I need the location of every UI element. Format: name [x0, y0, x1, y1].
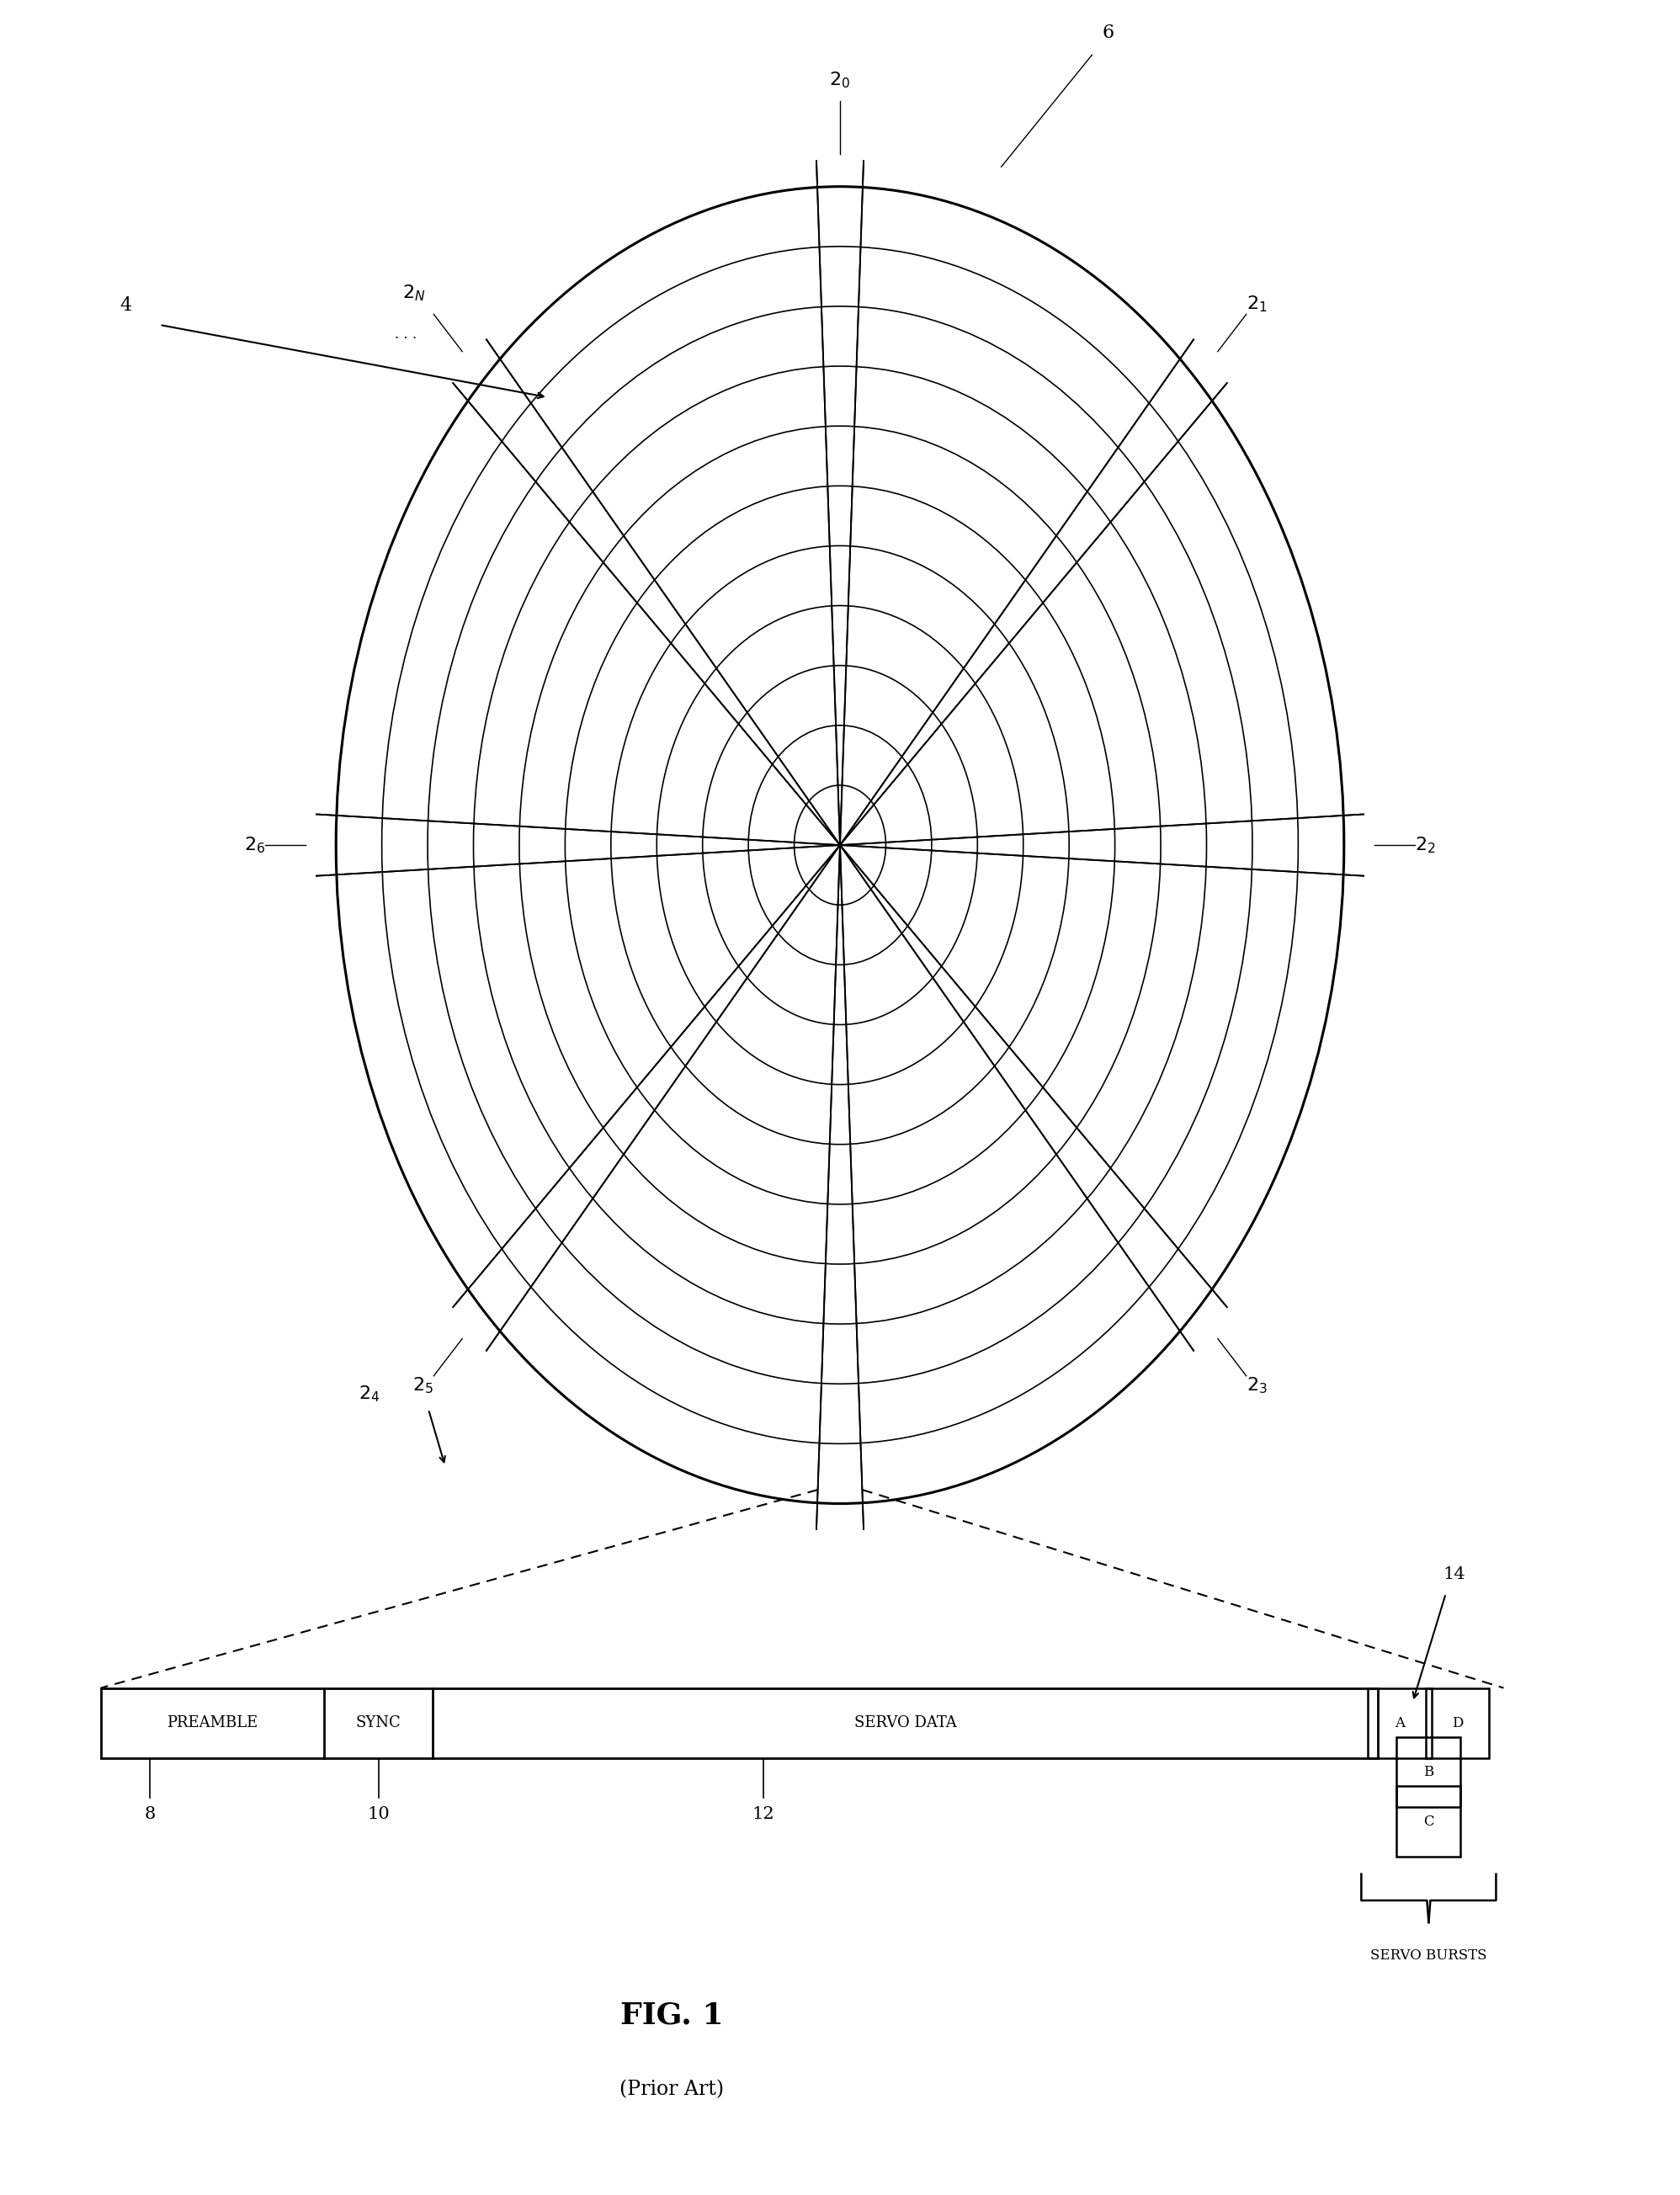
- Text: FIG. 1: FIG. 1: [620, 2000, 724, 2030]
- Text: 10: 10: [368, 1806, 390, 1822]
- Text: 14: 14: [1443, 1567, 1465, 1583]
- Bar: [101, 1688, 1378, 1758]
- Text: (Prior Art): (Prior Art): [620, 2081, 724, 2098]
- Text: $2_3$: $2_3$: [1247, 1376, 1267, 1396]
- Text: B: B: [1423, 1765, 1433, 1780]
- Text: $2_0$: $2_0$: [830, 70, 850, 90]
- Text: SERVO BURSTS: SERVO BURSTS: [1371, 1949, 1487, 1962]
- Bar: [1425, 1688, 1488, 1758]
- Text: 6: 6: [1102, 24, 1114, 42]
- Text: C: C: [1423, 1815, 1435, 1828]
- Text: $2_5$: $2_5$: [413, 1376, 433, 1396]
- Text: SYNC: SYNC: [356, 1716, 402, 1730]
- Text: $2_4$: $2_4$: [360, 1383, 380, 1405]
- Text: D: D: [1452, 1716, 1463, 1730]
- Text: $2_N$: $2_N$: [402, 283, 425, 303]
- Bar: [1368, 1688, 1431, 1758]
- Bar: [1396, 1736, 1460, 1806]
- Text: 12: 12: [753, 1806, 774, 1822]
- Text: SERVO DATA: SERVO DATA: [853, 1716, 956, 1730]
- Text: 4: 4: [119, 296, 133, 314]
- Text: · · ·: · · ·: [395, 331, 417, 347]
- Text: $2_1$: $2_1$: [1247, 294, 1267, 314]
- Text: $2_6$: $2_6$: [244, 834, 265, 856]
- Text: A: A: [1394, 1716, 1404, 1730]
- Text: $2_2$: $2_2$: [1415, 834, 1435, 856]
- Text: PREAMBLE: PREAMBLE: [166, 1716, 259, 1730]
- Bar: [1396, 1787, 1460, 1857]
- Text: 8: 8: [144, 1806, 156, 1822]
